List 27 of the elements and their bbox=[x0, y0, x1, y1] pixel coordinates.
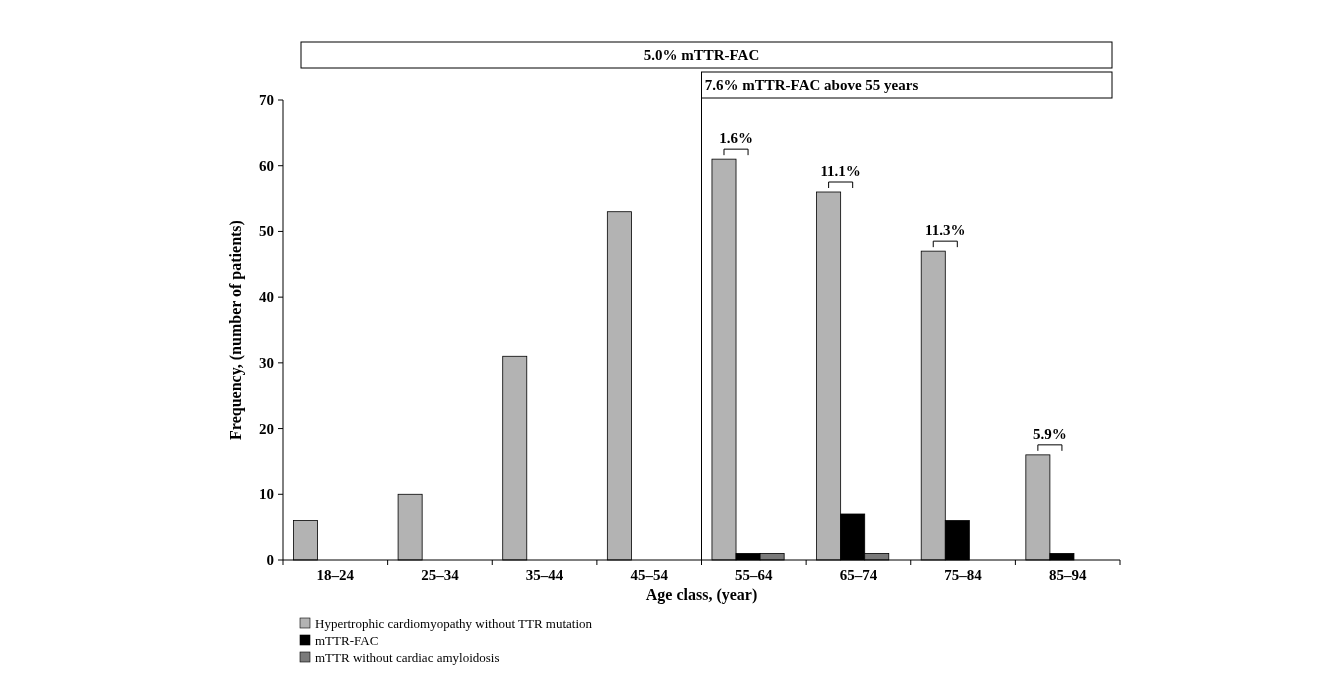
y-tick-label: 20 bbox=[259, 420, 274, 437]
x-axis-title: Age class, (year) bbox=[645, 586, 758, 604]
annotation: 11.1% bbox=[820, 163, 861, 179]
x-tick-label: 18–24 bbox=[316, 567, 355, 583]
y-tick-label: 10 bbox=[259, 486, 274, 503]
annotation: 1.6% bbox=[719, 130, 753, 147]
x-tick-label: 75–84 bbox=[944, 567, 983, 583]
legend-label: mTTR-FAC bbox=[315, 633, 379, 648]
x-tick-label: 85–94 bbox=[1048, 567, 1087, 583]
y-tick-label: 60 bbox=[259, 157, 274, 174]
x-tick-label: 65–74 bbox=[839, 567, 878, 583]
y-tick-label: 30 bbox=[259, 354, 274, 371]
text: 5.0% mTTR-FAC bbox=[643, 47, 760, 63]
annotation: 11.3% bbox=[925, 222, 966, 239]
y-tick-label: 70 bbox=[259, 92, 274, 108]
y-axis-title: Frequency, (number of patients) bbox=[227, 220, 245, 440]
legend-label: Hypertrophic cardiomyopathy without TTR mutation bbox=[315, 616, 593, 631]
x-tick-label: 45–54 bbox=[630, 567, 669, 583]
text: 7.6% mTTR-FAC above 55 years bbox=[704, 77, 919, 93]
legend-label: mTTR without cardiac amyloidosis bbox=[315, 650, 500, 665]
y-tick-label: 40 bbox=[259, 289, 274, 306]
x-tick-label: 55–64 bbox=[735, 567, 774, 583]
x-tick-label: 25–34 bbox=[421, 567, 460, 583]
annotation: 5.9% bbox=[1033, 425, 1067, 442]
y-tick-label: 0 bbox=[266, 552, 274, 568]
y-tick-label: 50 bbox=[259, 223, 274, 240]
x-tick-label: 35–44 bbox=[525, 567, 564, 583]
